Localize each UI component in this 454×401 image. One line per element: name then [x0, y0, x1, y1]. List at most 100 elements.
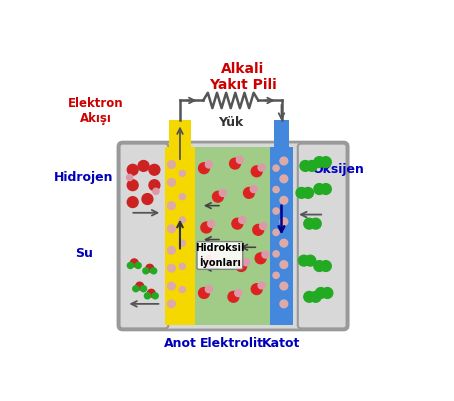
Bar	[274, 120, 289, 147]
Circle shape	[311, 218, 321, 229]
Circle shape	[305, 255, 316, 266]
Bar	[165, 147, 195, 325]
Circle shape	[314, 184, 325, 194]
Circle shape	[168, 247, 175, 254]
Circle shape	[280, 218, 288, 225]
Circle shape	[298, 255, 309, 266]
Circle shape	[253, 225, 264, 235]
Text: Hidrojen: Hidrojen	[54, 171, 114, 184]
FancyBboxPatch shape	[118, 142, 348, 330]
Circle shape	[242, 259, 250, 266]
Circle shape	[280, 300, 288, 308]
Circle shape	[168, 300, 175, 308]
Circle shape	[273, 208, 279, 214]
Circle shape	[228, 292, 239, 302]
Circle shape	[179, 217, 185, 223]
Circle shape	[243, 188, 254, 198]
Circle shape	[251, 284, 262, 294]
Circle shape	[306, 160, 317, 171]
Bar	[270, 147, 293, 325]
Circle shape	[304, 218, 315, 229]
Circle shape	[321, 261, 331, 271]
Circle shape	[127, 164, 138, 175]
Circle shape	[153, 188, 159, 194]
Circle shape	[136, 282, 143, 290]
Circle shape	[143, 268, 149, 274]
Circle shape	[258, 282, 265, 289]
Circle shape	[280, 239, 288, 247]
Circle shape	[142, 194, 153, 205]
Text: Oksijen: Oksijen	[312, 163, 364, 176]
Circle shape	[235, 290, 242, 297]
Text: Su: Su	[75, 247, 93, 260]
Circle shape	[219, 189, 227, 196]
Text: Katot: Katot	[262, 337, 301, 350]
Circle shape	[168, 178, 175, 186]
Circle shape	[207, 220, 215, 227]
Circle shape	[321, 184, 331, 194]
Circle shape	[237, 156, 243, 163]
Circle shape	[130, 259, 138, 267]
Circle shape	[205, 161, 212, 168]
Circle shape	[128, 263, 133, 269]
FancyBboxPatch shape	[119, 144, 168, 328]
Circle shape	[151, 268, 157, 274]
Circle shape	[198, 288, 209, 298]
Circle shape	[127, 180, 138, 190]
Circle shape	[179, 194, 185, 200]
Circle shape	[205, 255, 216, 266]
Circle shape	[304, 292, 315, 302]
Circle shape	[127, 197, 138, 207]
Circle shape	[260, 223, 266, 229]
Circle shape	[152, 293, 158, 299]
Circle shape	[273, 186, 279, 192]
Circle shape	[138, 160, 149, 171]
Circle shape	[258, 164, 265, 171]
Circle shape	[179, 170, 185, 176]
Circle shape	[168, 225, 175, 233]
FancyBboxPatch shape	[298, 144, 346, 328]
Circle shape	[280, 196, 288, 204]
Circle shape	[239, 217, 246, 223]
Circle shape	[212, 191, 223, 202]
Circle shape	[144, 293, 150, 299]
Text: Elektrolit: Elektrolit	[200, 337, 264, 350]
Circle shape	[255, 253, 266, 264]
Circle shape	[205, 286, 212, 293]
Bar	[169, 120, 191, 147]
Circle shape	[179, 240, 185, 246]
Circle shape	[262, 251, 269, 258]
Circle shape	[236, 261, 247, 271]
FancyBboxPatch shape	[197, 242, 243, 269]
Circle shape	[302, 188, 313, 198]
Circle shape	[168, 202, 175, 209]
Circle shape	[280, 157, 288, 165]
Circle shape	[273, 251, 279, 257]
Circle shape	[316, 288, 326, 298]
Circle shape	[280, 282, 288, 290]
Circle shape	[149, 164, 160, 175]
Text: Alkali
Yakıt Pili: Alkali Yakıt Pili	[209, 62, 276, 92]
Circle shape	[280, 175, 288, 183]
Circle shape	[250, 186, 257, 192]
Circle shape	[127, 174, 133, 180]
Circle shape	[133, 286, 139, 292]
Circle shape	[230, 158, 241, 169]
Text: Hidroksil
İyonları: Hidroksil İyonları	[195, 243, 245, 267]
Circle shape	[322, 288, 333, 298]
Circle shape	[141, 286, 147, 292]
Circle shape	[296, 188, 307, 198]
Circle shape	[311, 292, 321, 302]
Circle shape	[168, 161, 175, 168]
Circle shape	[149, 180, 160, 190]
Circle shape	[232, 218, 243, 229]
Circle shape	[168, 282, 175, 290]
Circle shape	[314, 261, 325, 271]
Circle shape	[300, 160, 311, 171]
Circle shape	[201, 222, 212, 233]
Circle shape	[179, 286, 185, 293]
Circle shape	[212, 253, 219, 260]
Circle shape	[273, 165, 279, 171]
Text: Yük: Yük	[218, 116, 243, 129]
Text: Anot: Anot	[163, 337, 197, 350]
